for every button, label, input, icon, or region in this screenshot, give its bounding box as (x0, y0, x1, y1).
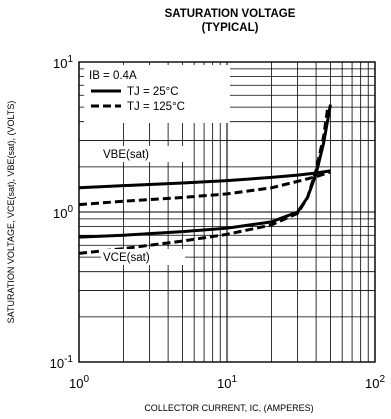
y-tick-label: 100 (53, 204, 73, 221)
x-tick-label: 100 (69, 374, 89, 391)
series-line-4 (78, 106, 330, 255)
annotation-label-1: VBE(sat) (103, 149, 149, 161)
y-tick-label: 101 (53, 54, 73, 71)
x-axis-label: COLLECTOR CURRENT, IC, (AMPERES) (144, 403, 313, 413)
chart-axis-labels: COLLECTOR CURRENT, IC, (AMPERES) SATURATI… (6, 101, 314, 413)
chart-title-group: SATURATION VOLTAGE (TYPICAL) (165, 8, 296, 34)
y-tick-label: 10-1 (50, 354, 74, 371)
chart-legend: IB = 0.4A TJ = 25°C TJ = 125°C (84, 65, 230, 123)
x-tick-label: 102 (365, 374, 385, 391)
annotation-background-2 (101, 249, 185, 265)
series-line-2 (78, 170, 331, 207)
x-tick-label: 101 (217, 374, 237, 391)
legend-entry-1: TJ = 25°C (127, 86, 179, 98)
chart-series-group (78, 104, 332, 255)
series-line-1 (78, 169, 331, 190)
chart-annotations: VBE(sat) VCE(sat) (101, 146, 185, 265)
annotation-label-2: VCE(sat) (103, 252, 150, 264)
legend-entry-2: TJ = 125°C (127, 101, 185, 113)
legend-condition: IB = 0.4A (89, 70, 137, 82)
plot-frame (78, 61, 376, 363)
y-axis-label: SATURATION VOLTAGE, VCE(sat), VBE(sat), … (6, 101, 16, 324)
legend-background (84, 65, 230, 123)
series-line-3 (78, 104, 332, 239)
chart-subtitle: (TYPICAL) (202, 22, 259, 34)
annotation-background-1 (101, 146, 185, 162)
chart-title: SATURATION VOLTAGE (165, 8, 296, 20)
